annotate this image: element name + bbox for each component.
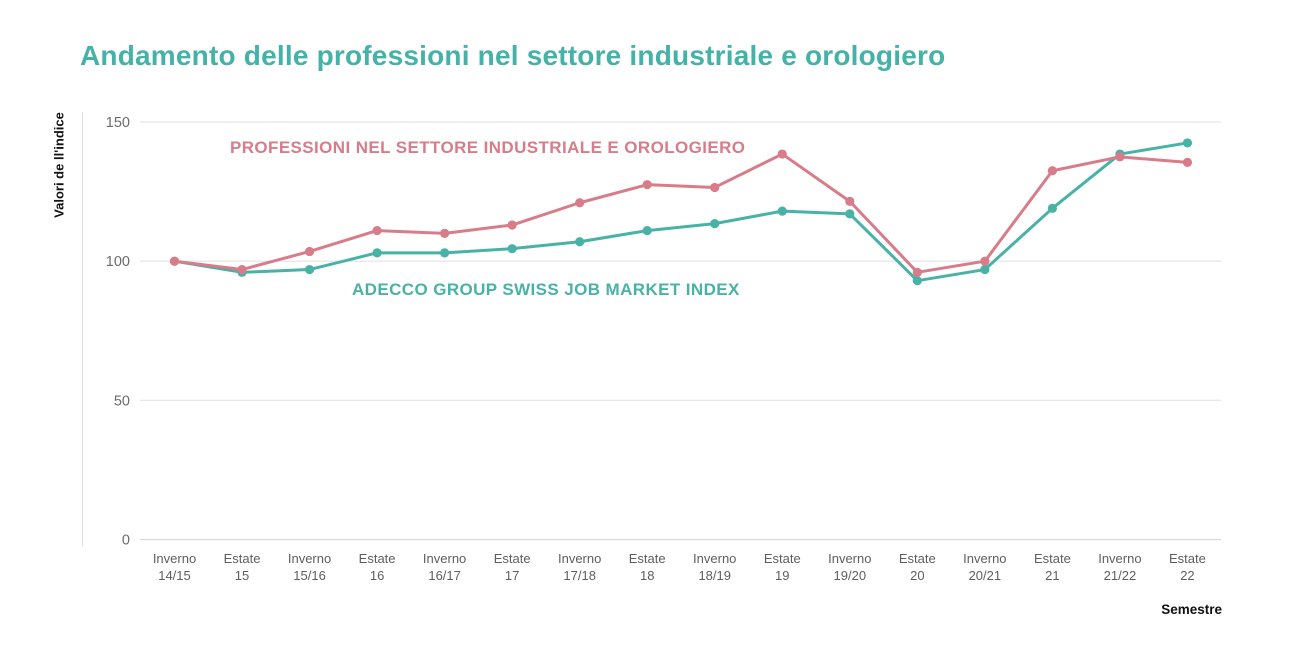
x-tick-label: Estate 19: [764, 551, 801, 583]
x-tick-label: Estate 17: [494, 551, 531, 583]
x-tick-label: Estate 22: [1169, 551, 1206, 583]
x-tick-label: Inverno 20/21: [963, 551, 1006, 583]
data-point: [575, 237, 585, 247]
chart-title: Andamento delle professioni nel settore …: [80, 40, 946, 71]
data-point: [710, 182, 720, 193]
data-point: [777, 149, 787, 159]
data-point: [372, 225, 382, 236]
y-tick-label: 0: [122, 533, 130, 549]
data-point: [304, 246, 315, 257]
x-tick-label: Estate 16: [359, 551, 396, 583]
data-point: [980, 256, 990, 266]
x-tick-label: Inverno 15/16: [288, 551, 331, 583]
x-tick-label: Inverno 18/19: [693, 551, 736, 583]
x-tick-label: Inverno 19/20: [828, 551, 871, 583]
x-tick-label: Estate 21: [1034, 551, 1071, 583]
data-point: [440, 228, 450, 238]
y-tick-label: 100: [106, 254, 130, 270]
data-point: [304, 264, 315, 275]
data-point: [1115, 152, 1125, 162]
data-point: [912, 276, 922, 286]
series-line: [173, 152, 1189, 274]
series-label-industrial: PROFESSIONI NEL SETTORE INDUSTRIALE E OR…: [230, 138, 746, 157]
data-point: [710, 219, 720, 229]
data-point: [169, 256, 180, 266]
y-tick-label: 150: [106, 115, 130, 131]
data-point: [642, 225, 652, 236]
data-point: [777, 206, 787, 216]
data-point: [1182, 157, 1193, 168]
data-point: [1047, 203, 1057, 213]
data-point: [575, 198, 585, 208]
x-tick-label: Inverno 17/18: [558, 551, 601, 583]
data-point: [440, 248, 450, 258]
data-point: [912, 267, 922, 277]
data-point: [845, 196, 855, 206]
data-point: [237, 264, 247, 275]
x-tick-label: Estate 15: [224, 551, 261, 583]
x-tick-label: Estate 20: [899, 551, 936, 583]
y-tick-label: 50: [114, 393, 130, 409]
data-point: [507, 220, 517, 230]
data-point: [507, 244, 517, 254]
data-point: [980, 264, 990, 275]
x-tick-label: Estate 18: [629, 551, 666, 583]
x-tick-label: Inverno 21/22: [1098, 551, 1141, 583]
series-line: [173, 141, 1189, 283]
data-point: [1047, 166, 1057, 176]
series-label-adecco: ADECCO GROUP SWISS JOB MARKET INDEX: [352, 280, 740, 299]
data-point: [845, 209, 855, 219]
x-axis-title: Semestre: [1161, 602, 1222, 617]
x-tick-label: Inverno 16/17: [423, 551, 466, 583]
data-point: [642, 180, 652, 190]
x-tick-label: Inverno 14/15: [153, 551, 196, 583]
data-point: [1182, 138, 1193, 148]
data-point: [372, 248, 382, 258]
